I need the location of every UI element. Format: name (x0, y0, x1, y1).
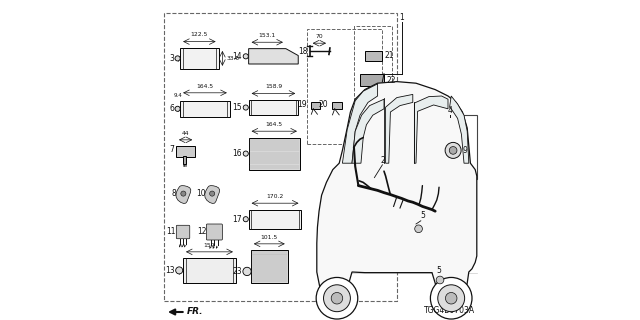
Circle shape (210, 191, 215, 196)
Text: 33.5: 33.5 (227, 56, 239, 61)
Text: 5: 5 (436, 266, 441, 275)
Circle shape (332, 292, 343, 304)
Polygon shape (450, 96, 468, 163)
Circle shape (175, 56, 180, 61)
Bar (365, 51, 383, 61)
FancyArrowPatch shape (216, 246, 218, 248)
Circle shape (445, 292, 457, 304)
Circle shape (175, 267, 183, 274)
Bar (249, 138, 300, 170)
Circle shape (438, 285, 465, 312)
Polygon shape (176, 186, 191, 204)
Text: 159: 159 (204, 243, 215, 248)
Bar (307, 29, 383, 144)
Text: 8: 8 (172, 189, 177, 198)
Bar (183, 156, 186, 164)
Polygon shape (249, 49, 298, 64)
Circle shape (445, 142, 461, 158)
Polygon shape (385, 94, 413, 163)
Text: 15: 15 (232, 103, 243, 112)
Text: 19: 19 (297, 100, 307, 108)
Polygon shape (317, 82, 477, 304)
FancyArrowPatch shape (179, 245, 181, 247)
FancyBboxPatch shape (206, 224, 223, 240)
Circle shape (175, 106, 180, 111)
Text: 18: 18 (299, 47, 308, 56)
Text: FR.: FR. (187, 308, 204, 316)
Text: 153.1: 153.1 (259, 33, 276, 38)
Text: 3: 3 (170, 54, 174, 63)
Polygon shape (205, 186, 220, 204)
Text: 6: 6 (170, 104, 174, 113)
Text: 16: 16 (232, 149, 243, 158)
Text: 23: 23 (232, 267, 243, 276)
Bar (249, 100, 298, 115)
Text: 13: 13 (165, 266, 175, 275)
Text: 9: 9 (462, 146, 467, 155)
Text: 7: 7 (170, 145, 174, 154)
Text: 20: 20 (318, 100, 328, 108)
Bar (440, 115, 477, 179)
Bar (183, 258, 236, 283)
Circle shape (324, 285, 351, 312)
Circle shape (181, 191, 186, 196)
Circle shape (415, 225, 422, 233)
Text: 4: 4 (447, 106, 452, 115)
Text: 1: 1 (399, 13, 404, 22)
Circle shape (243, 267, 252, 276)
Circle shape (449, 147, 457, 154)
Polygon shape (352, 99, 384, 163)
Text: 10: 10 (196, 189, 205, 198)
FancyArrowPatch shape (210, 246, 211, 248)
Bar (332, 102, 342, 109)
Text: 70: 70 (316, 34, 323, 39)
Bar (180, 101, 230, 117)
Circle shape (243, 151, 248, 156)
Text: 9.4: 9.4 (173, 92, 182, 98)
Text: 21: 21 (385, 52, 394, 60)
Bar (249, 210, 301, 229)
FancyArrowPatch shape (213, 246, 214, 248)
Text: 2: 2 (380, 156, 385, 164)
Bar (360, 74, 384, 86)
Bar (311, 102, 320, 109)
Text: 164.5: 164.5 (266, 122, 283, 127)
Circle shape (243, 54, 248, 59)
Text: 17: 17 (232, 215, 243, 224)
Text: 122.5: 122.5 (191, 32, 208, 37)
Text: 5: 5 (420, 212, 425, 220)
FancyArrowPatch shape (182, 245, 184, 247)
Bar (251, 250, 288, 283)
Text: 22: 22 (387, 76, 396, 84)
Text: TGG4B0703A: TGG4B0703A (424, 306, 475, 315)
Text: 158.9: 158.9 (265, 84, 282, 89)
Text: 12: 12 (198, 228, 207, 236)
Circle shape (436, 276, 444, 284)
Bar (354, 26, 392, 136)
Text: 101.5: 101.5 (260, 235, 278, 240)
Polygon shape (415, 96, 448, 163)
Circle shape (243, 105, 248, 110)
Circle shape (430, 277, 472, 319)
FancyBboxPatch shape (177, 225, 189, 239)
Circle shape (316, 277, 358, 319)
Bar (180, 48, 219, 69)
Polygon shape (342, 84, 378, 163)
Text: 164.5: 164.5 (196, 84, 214, 89)
Text: 11: 11 (166, 228, 175, 236)
Bar (176, 146, 195, 157)
Circle shape (243, 217, 248, 222)
Text: 44: 44 (182, 131, 189, 136)
Text: 170.2: 170.2 (266, 194, 284, 199)
Text: 14: 14 (232, 52, 243, 61)
FancyArrowPatch shape (184, 245, 186, 247)
Bar (164, 13, 397, 301)
